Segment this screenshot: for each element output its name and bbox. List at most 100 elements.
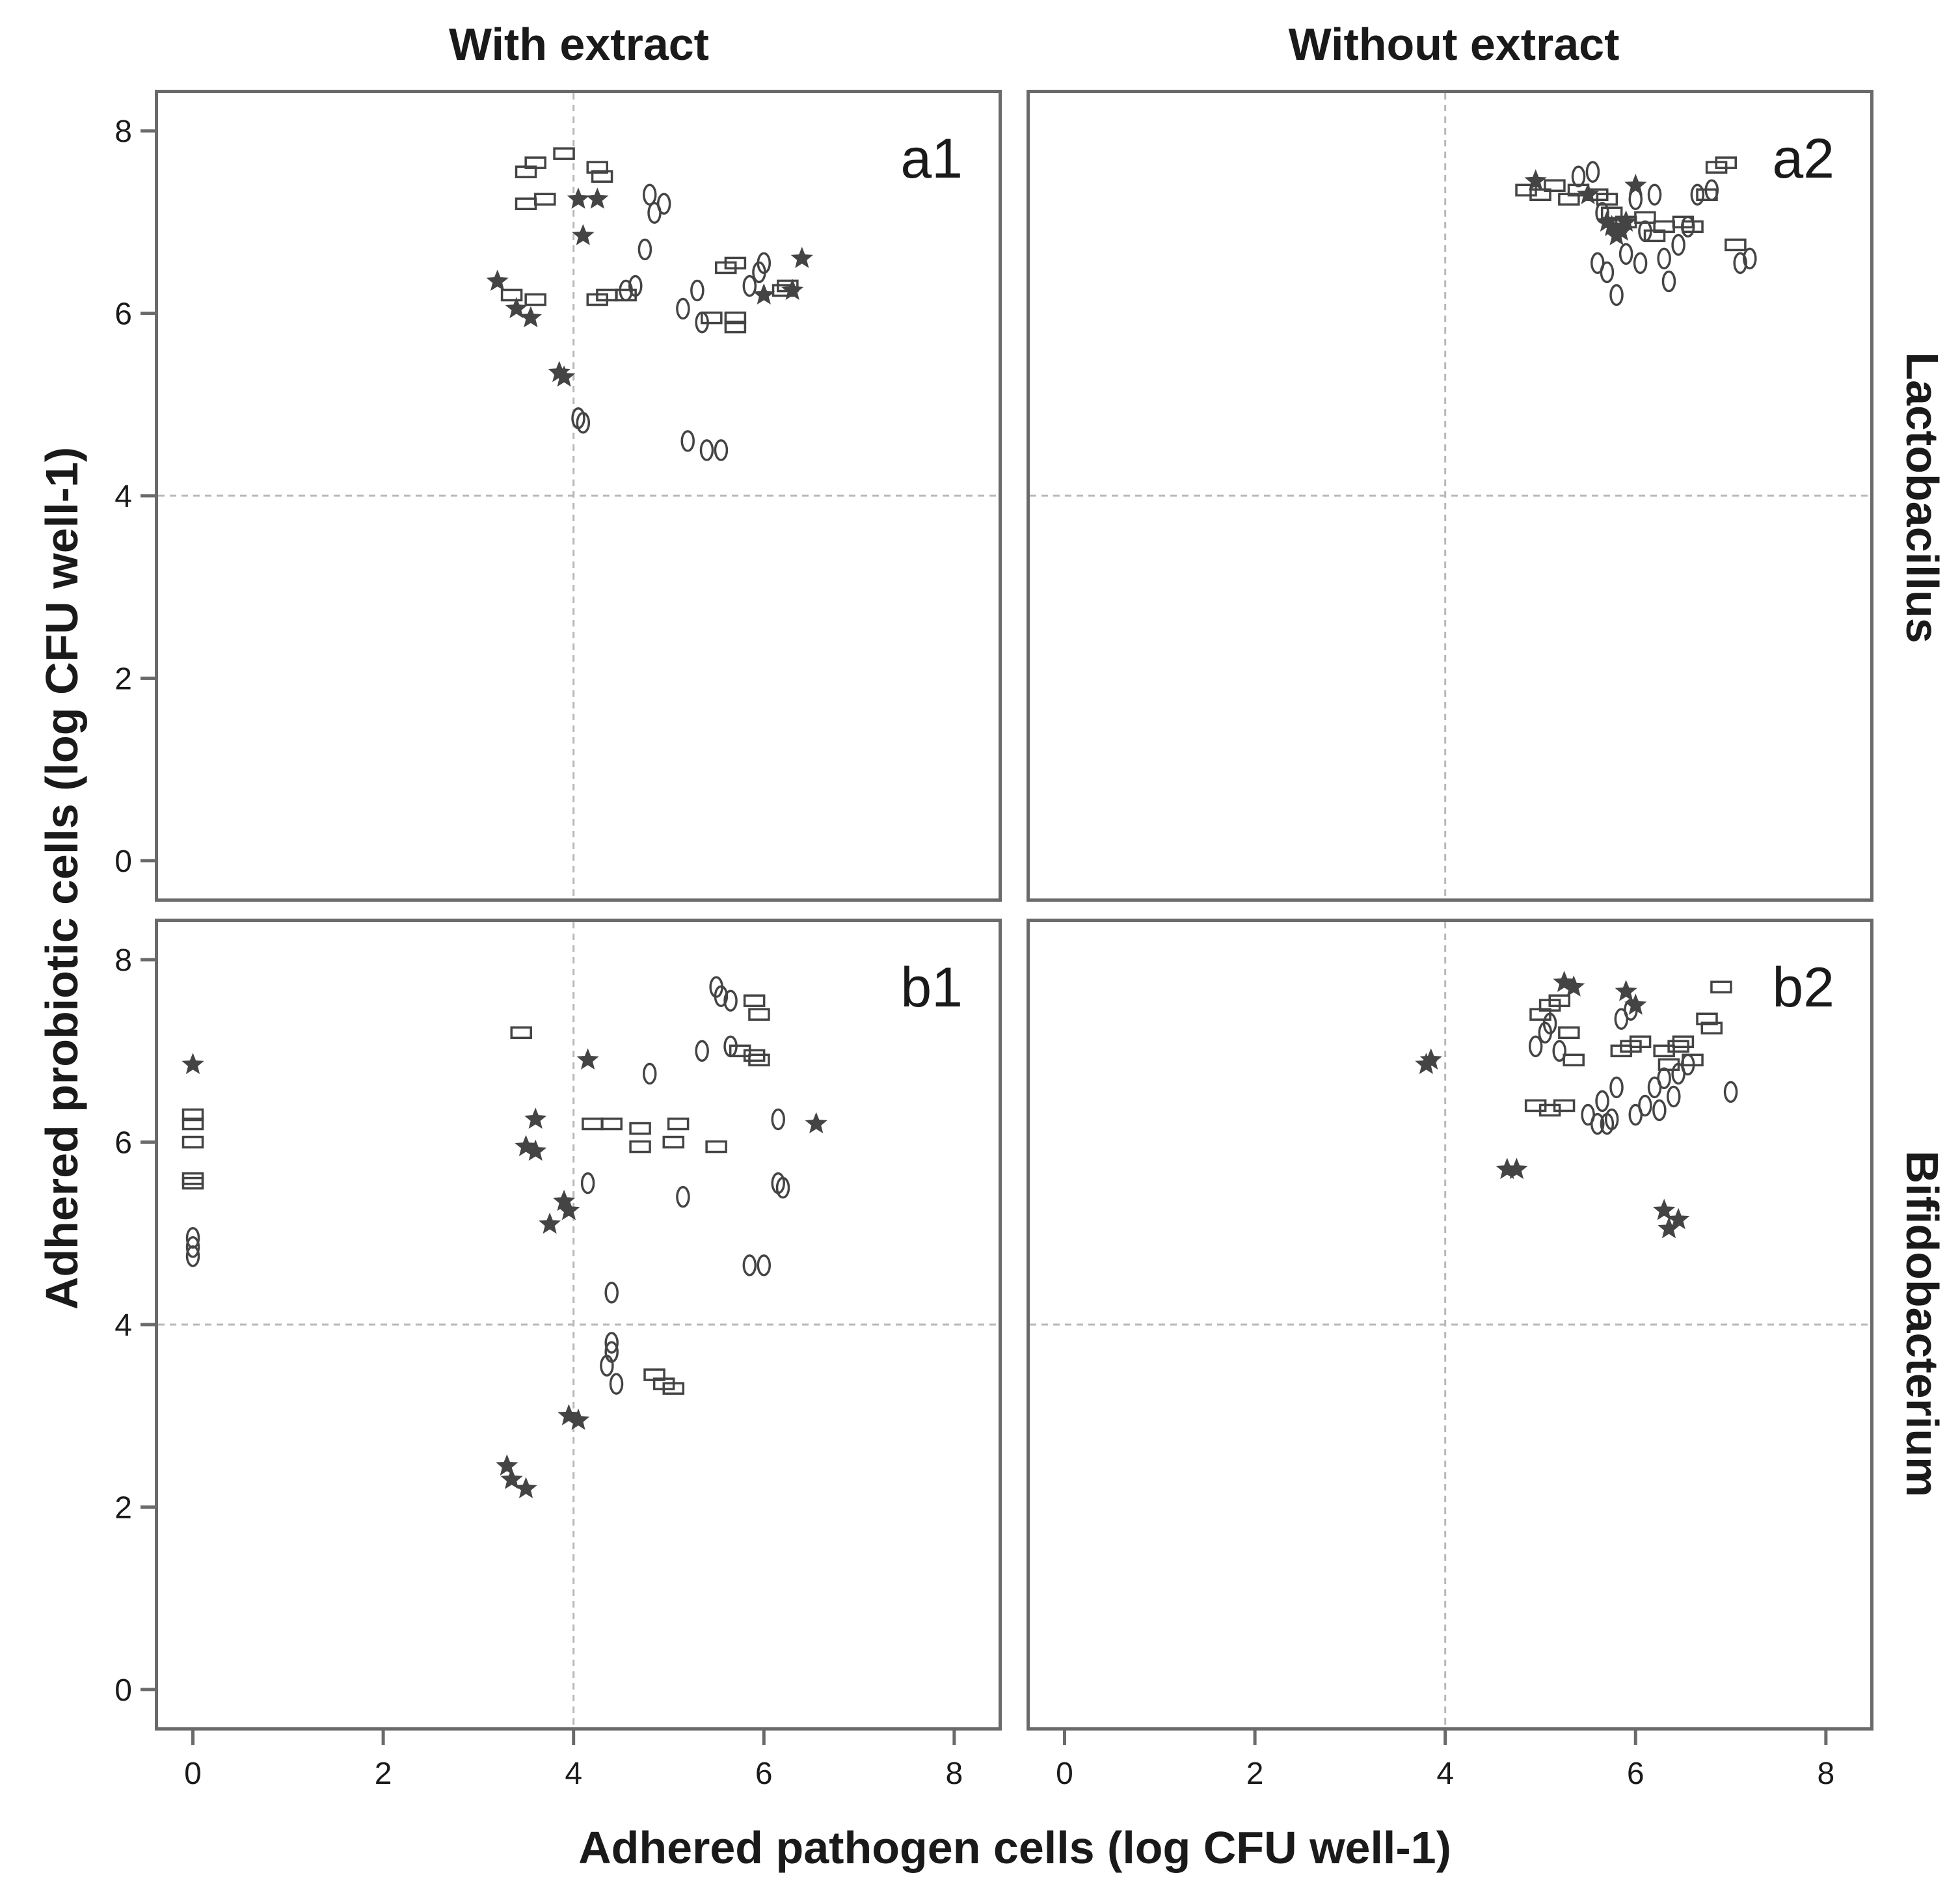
x-tick-label: 0 [1056, 1757, 1073, 1791]
ellipse-marker [1723, 1081, 1738, 1103]
star-marker [567, 1409, 590, 1430]
ellipse-marker [1680, 1053, 1695, 1076]
panel-label: a1 [900, 128, 963, 190]
ellipse-marker [1595, 1090, 1609, 1112]
ellipse-marker [1609, 284, 1624, 306]
rect-marker [629, 1122, 651, 1135]
ellipse-marker [1633, 252, 1648, 275]
ellipse-marker [1690, 183, 1705, 206]
ellipse-marker [699, 439, 714, 461]
ellipse-marker [1733, 252, 1747, 275]
ellipse-marker [1591, 1112, 1605, 1135]
star-marker [753, 283, 775, 305]
ellipse-marker [604, 1332, 619, 1354]
rect-marker [1710, 980, 1732, 993]
ellipse-marker [690, 279, 705, 302]
ellipse-marker [1704, 179, 1719, 201]
ellipse-marker [714, 439, 729, 461]
star-marker [572, 224, 595, 245]
rect-marker [1553, 1099, 1576, 1112]
ellipse-marker [1652, 1099, 1667, 1122]
star-marker [567, 187, 590, 209]
rect-marker [1715, 156, 1737, 169]
ellipse-marker [1647, 183, 1662, 206]
rect-marker [586, 161, 609, 174]
rect-marker [591, 170, 613, 183]
ellipse-marker [185, 1236, 200, 1258]
panel-label: b2 [1772, 956, 1834, 1019]
rect-marker [724, 256, 747, 270]
star-marker [576, 1048, 599, 1070]
star-marker [515, 1135, 537, 1157]
star-marker [805, 1112, 827, 1134]
rect-marker [1529, 188, 1551, 202]
ellipse-marker [656, 193, 671, 215]
x-tick-label: 4 [565, 1757, 582, 1791]
star-marker [538, 1212, 561, 1234]
star-marker [557, 1404, 580, 1425]
star-marker [181, 1053, 204, 1074]
rect-marker [1544, 179, 1566, 192]
rect-marker [515, 197, 537, 211]
ellipse-marker [714, 985, 729, 1007]
ellipse-marker [1528, 1035, 1543, 1058]
star-marker [552, 365, 576, 387]
star-marker [1553, 971, 1576, 992]
ellipse-marker [1585, 161, 1600, 183]
ellipse-marker [185, 1227, 200, 1249]
star-marker [1524, 169, 1547, 191]
rect-marker [1634, 211, 1656, 224]
column-title-with-extract: With extract [448, 19, 710, 70]
star-marker [1576, 183, 1600, 204]
rect-marker [582, 1117, 604, 1131]
rect-marker [667, 1117, 690, 1131]
ellipse-marker [1600, 261, 1615, 284]
rect-marker [1596, 193, 1618, 206]
x-tick-label: 4 [1436, 1757, 1454, 1791]
x-tick-label: 2 [375, 1757, 392, 1791]
ellipse-marker [1671, 234, 1685, 256]
ellipse-marker [1609, 1076, 1624, 1099]
star-marker [1615, 980, 1637, 1001]
ellipse-marker [609, 1373, 624, 1395]
ellipse-marker [1657, 1067, 1671, 1090]
ellipse-marker [757, 252, 772, 275]
rect-marker [1548, 994, 1570, 1007]
ellipse-marker [695, 311, 709, 334]
rect-marker [1643, 229, 1666, 243]
star-marker [500, 1468, 523, 1489]
ellipse-marker [695, 1040, 709, 1062]
ellipse-marker [642, 1062, 657, 1085]
y-tick-label: 4 [114, 1308, 132, 1343]
rect-marker [1667, 1040, 1689, 1053]
rect-marker [600, 1117, 623, 1131]
ellipse-marker [723, 1035, 738, 1058]
ellipse-marker [185, 1245, 200, 1267]
ellipse-marker [1571, 165, 1586, 187]
star-marker [496, 1454, 518, 1476]
star-marker [1505, 1157, 1528, 1180]
rect-marker [1563, 1053, 1585, 1067]
y-tick-label: 2 [114, 1490, 132, 1525]
x-tick-label: 0 [184, 1757, 202, 1791]
rect-marker [181, 1108, 204, 1122]
star-marker [790, 247, 813, 269]
x-tick-label: 8 [946, 1757, 963, 1791]
rect-marker [662, 1382, 685, 1395]
ellipse-marker [1743, 247, 1757, 270]
x-tick-label: 6 [1627, 1757, 1645, 1791]
star-marker [524, 1139, 547, 1161]
star-marker [486, 269, 509, 291]
y-tick-label: 4 [114, 479, 132, 514]
star-marker [1624, 993, 1647, 1015]
ellipse-marker [638, 238, 652, 261]
rect-marker [743, 994, 766, 1007]
ellipse-marker [619, 279, 633, 302]
rect-marker [534, 193, 556, 206]
x-tick-label: 2 [1246, 1757, 1264, 1791]
star-marker [1624, 174, 1647, 195]
ellipse-marker [576, 412, 591, 434]
ellipse-marker [771, 1108, 785, 1131]
star-marker [1667, 1207, 1690, 1230]
rect-marker [181, 1117, 204, 1131]
